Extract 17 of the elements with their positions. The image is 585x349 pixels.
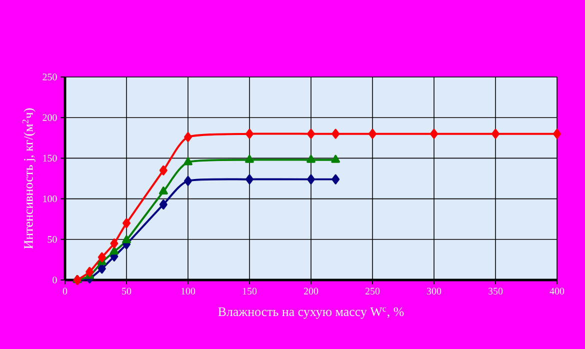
x-tick-label: 150	[242, 288, 257, 294]
y-tick-label: 200	[42, 114, 57, 121]
x-tick-label: 100	[181, 288, 196, 294]
x-tick-label: 200	[304, 288, 318, 294]
x-tick-label: 50	[122, 288, 132, 294]
x-tick-label: 250	[365, 288, 380, 294]
y-axis-title: Интенсивность j, кг/(м$^{2}$ч)	[22, 108, 36, 249]
y-tick-label: 250	[42, 74, 57, 80]
x-tick-label: 0	[62, 288, 68, 294]
y-tick-label: 50	[48, 236, 57, 243]
y-tick-label: 0	[52, 276, 57, 284]
x-tick-label: 400	[550, 288, 564, 294]
x-tick-label: 300	[427, 288, 442, 294]
x-axis-title: Влажность на сухую массу W$^{с}$, %	[218, 307, 404, 319]
y-tick-label: 100	[43, 195, 57, 202]
y-tick-label: 150	[43, 154, 57, 162]
x-tick-label: 350	[488, 288, 503, 294]
